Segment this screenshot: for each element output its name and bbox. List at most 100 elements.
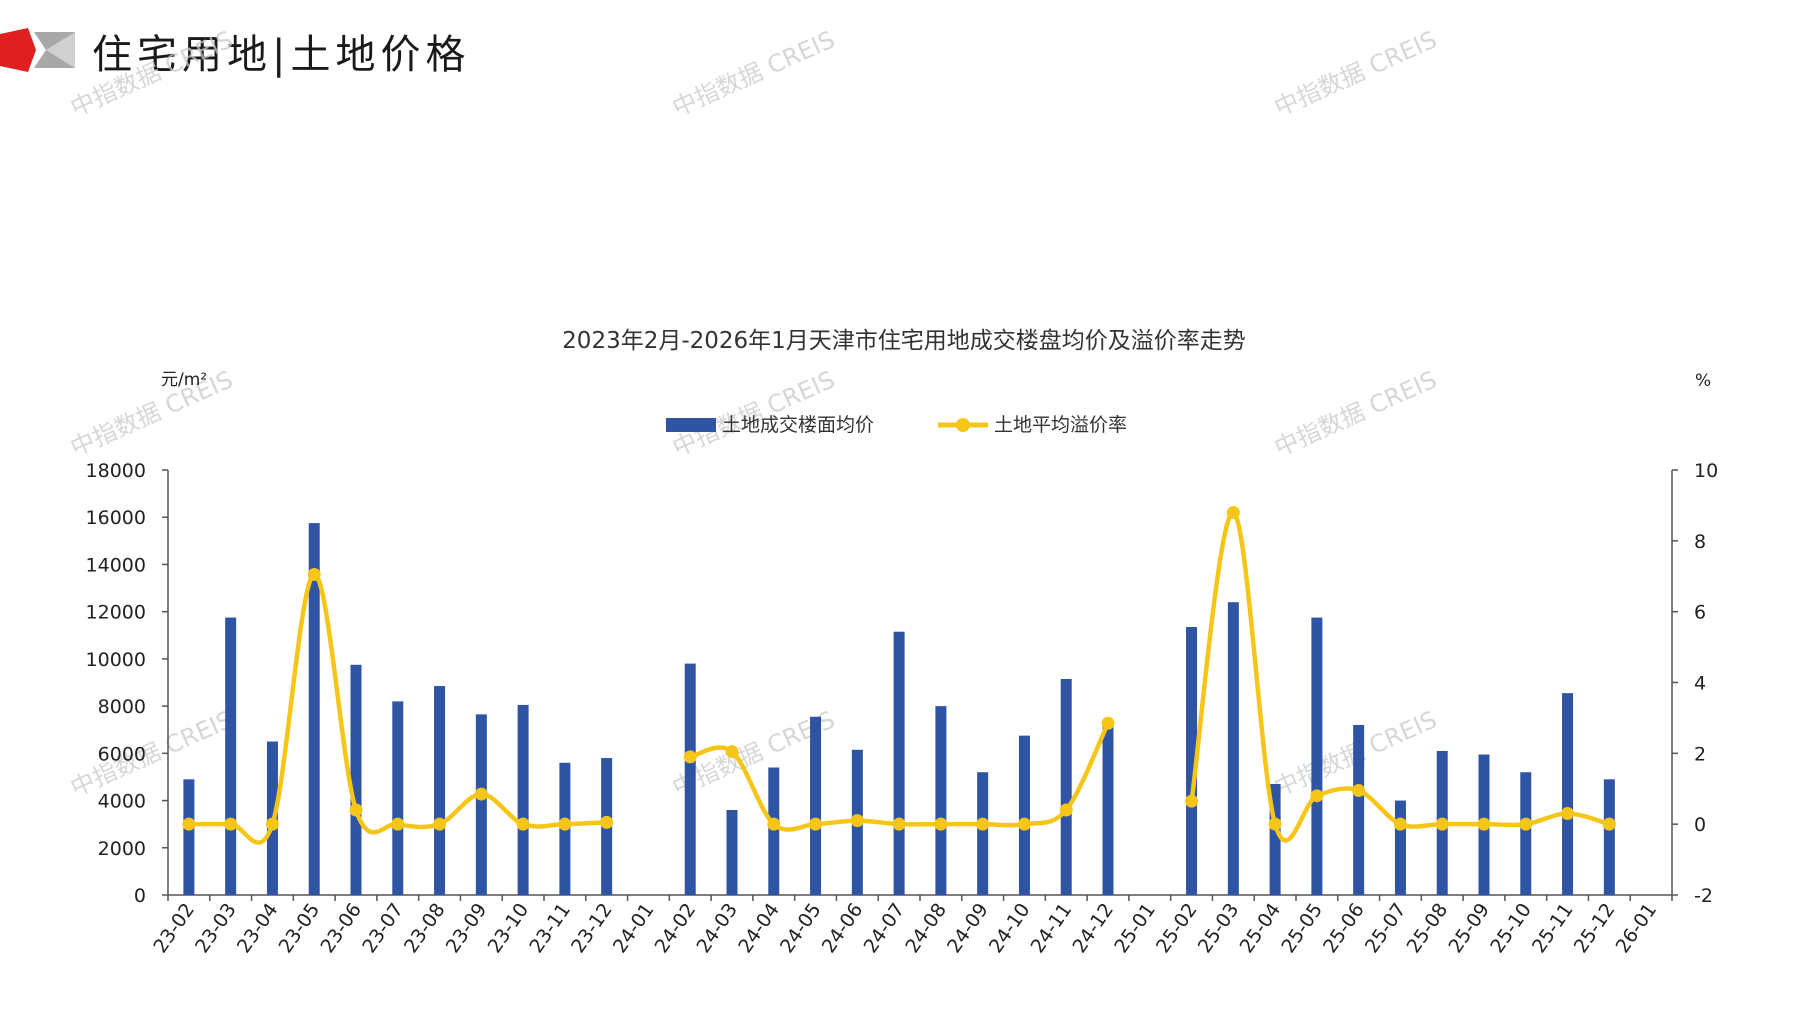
x-tick-label: 24-06	[818, 899, 868, 957]
line-point	[1310, 789, 1324, 803]
x-tick-label: 24-04	[734, 899, 784, 957]
line-point	[976, 817, 990, 831]
line-point	[934, 817, 948, 831]
bar	[225, 617, 237, 895]
x-tick-label: 24-10	[985, 899, 1035, 957]
bar	[1269, 784, 1281, 895]
legend-line-label: 土地平均溢价率	[994, 414, 1127, 436]
line-point	[892, 817, 906, 831]
line-point	[1393, 817, 1407, 831]
line-point	[474, 787, 488, 801]
legend: 土地成交楼面均价 土地平均溢价率	[666, 414, 1127, 436]
y-left-tick-label: 16000	[86, 507, 146, 529]
line-point	[850, 814, 864, 828]
x-tick-label: 25-12	[1570, 899, 1620, 957]
line-point	[558, 817, 572, 831]
legend-bar-swatch	[666, 418, 716, 432]
y-left-tick-label: 18000	[86, 460, 146, 482]
bar	[1060, 678, 1072, 895]
y-left-tick-label: 8000	[98, 696, 146, 718]
x-tick-label: 25-03	[1194, 899, 1244, 957]
line-point	[1352, 784, 1366, 798]
bar	[1394, 800, 1406, 895]
logo-light-shape	[46, 32, 75, 68]
line-point	[1101, 716, 1115, 730]
y-left-tick-label: 10000	[86, 649, 146, 671]
bar	[1311, 617, 1323, 895]
line-point	[1477, 817, 1491, 831]
line-point	[349, 803, 363, 817]
x-tick-label: 24-11	[1027, 899, 1077, 957]
line-point	[307, 567, 321, 581]
line-point	[433, 817, 447, 831]
line-point	[1561, 807, 1575, 821]
logo	[0, 28, 75, 72]
bar	[392, 701, 404, 895]
x-tick-label: 25-01	[1110, 899, 1160, 957]
line-point	[265, 817, 279, 831]
bar	[1353, 725, 1365, 895]
line-segment	[1189, 510, 1610, 843]
line-point	[600, 815, 614, 829]
x-tick-label: 23-10	[484, 899, 534, 957]
bar	[1227, 602, 1239, 895]
bar	[684, 663, 696, 895]
line-point	[767, 817, 781, 831]
x-tick-label: 24-01	[609, 899, 659, 957]
x-tick-label: 23-02	[149, 899, 199, 957]
line-point	[516, 817, 530, 831]
x-tick-label: 23-06	[316, 899, 366, 957]
slide-title: 住宅用地|土地价格	[92, 32, 471, 78]
bar	[768, 767, 780, 895]
bar	[977, 772, 989, 895]
y-right-tick-label: 6	[1694, 602, 1706, 624]
legend-line-marker	[956, 418, 970, 432]
bar	[183, 779, 195, 895]
x-tick-label: 24-07	[860, 899, 910, 957]
line-point	[1435, 817, 1449, 831]
x-tick-label: 23-04	[233, 899, 283, 957]
y-right-tick-label: 8	[1694, 531, 1706, 553]
x-tick-label: 25-04	[1236, 899, 1286, 957]
x-tick-label: 24-12	[1068, 899, 1118, 957]
y-left-tick-label: 14000	[86, 554, 146, 576]
y-left-tick-label: 6000	[98, 743, 146, 765]
y-right-tick-label: 2	[1694, 743, 1706, 765]
line-point	[1268, 817, 1282, 831]
bar	[1186, 627, 1198, 895]
x-tick-label: 25-02	[1152, 899, 1202, 957]
y-left-tick-label: 12000	[86, 602, 146, 624]
x-tick-label: 23-11	[525, 899, 575, 957]
x-tick-label: 25-08	[1403, 899, 1453, 957]
line-series	[182, 506, 1616, 845]
line-point	[224, 817, 238, 831]
y-left-tick-label: 2000	[98, 838, 146, 860]
x-tick-label: 25-07	[1361, 899, 1411, 957]
line-point	[391, 817, 405, 831]
y-right-tick-label: 4	[1694, 673, 1706, 695]
y-right-tick-label: -2	[1694, 885, 1713, 907]
x-tick-label: 26-01	[1612, 899, 1662, 957]
line-point	[683, 750, 697, 764]
logo-red-shape	[0, 28, 36, 72]
bar	[1520, 772, 1532, 895]
x-tick-label: 24-02	[651, 899, 701, 957]
x-tick-label: 24-03	[692, 899, 742, 957]
bar	[935, 706, 947, 895]
line-point	[1519, 817, 1533, 831]
y-right-tick-label: 10	[1694, 460, 1718, 482]
x-tick-label: 25-10	[1486, 899, 1536, 957]
line-point	[1017, 817, 1031, 831]
line-point	[809, 817, 823, 831]
bar	[308, 523, 320, 895]
line-point	[1059, 803, 1073, 817]
x-tick-label: 24-08	[901, 899, 951, 957]
line-point	[1185, 794, 1199, 808]
x-tick-label: 24-05	[776, 899, 826, 957]
bar	[1603, 779, 1615, 895]
bar	[1018, 735, 1030, 895]
bar-series	[183, 523, 1615, 895]
x-tick-label: 25-09	[1444, 899, 1494, 957]
bar	[893, 631, 905, 895]
